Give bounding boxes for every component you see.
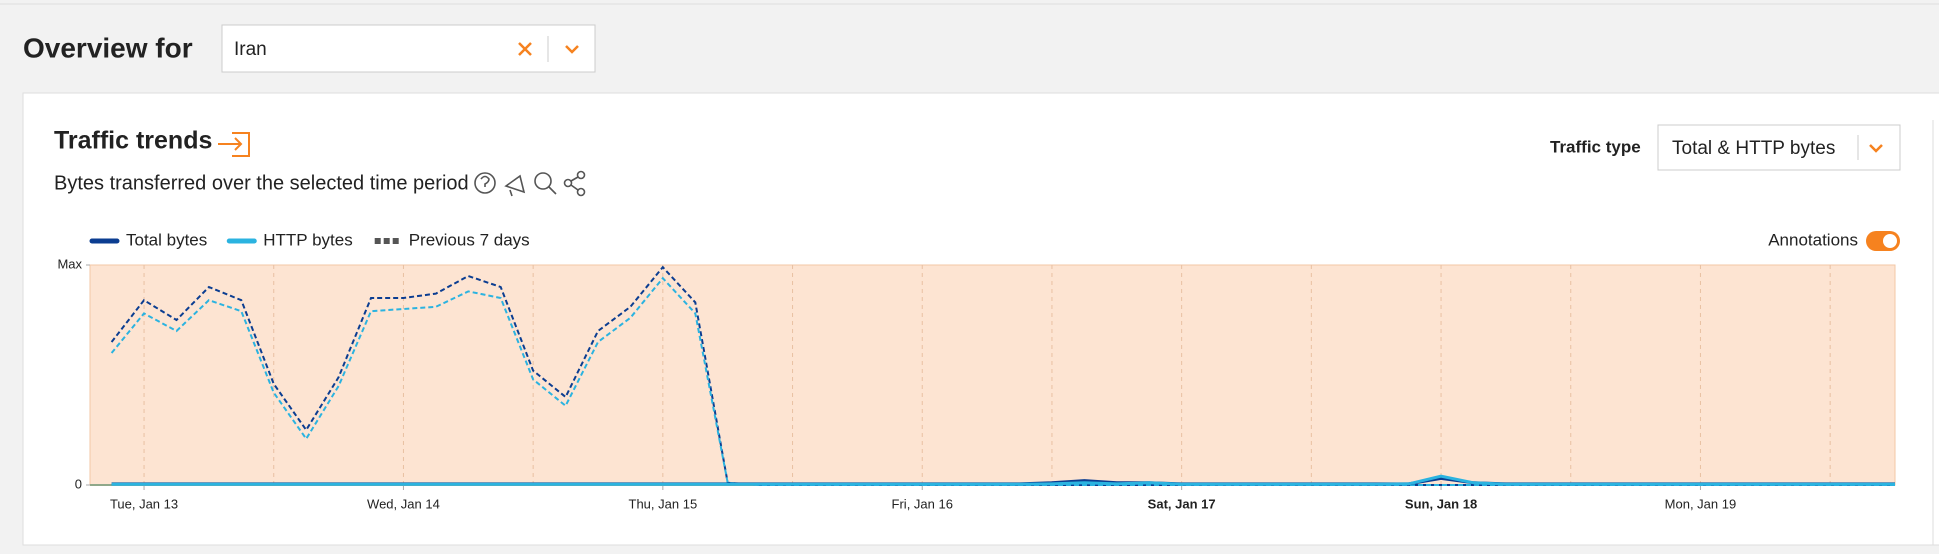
x-tick-label: Wed, Jan 14 <box>367 496 440 511</box>
y-tick-label: Max <box>57 256 82 271</box>
traffic-type-select[interactable]: Total & HTTP bytes <box>1657 124 1901 171</box>
zoom-icon[interactable] <box>534 172 552 190</box>
legend: Total bytes HTTP bytes Previous 7 days <box>89 230 530 249</box>
zoom-handle <box>548 186 557 195</box>
legend-swatch <box>392 238 399 244</box>
help-mark <box>480 175 490 187</box>
legend-label: Total bytes <box>126 230 207 249</box>
select-value: Iran <box>234 39 267 60</box>
card-subtitle: Bytes transferred over the selected time… <box>54 172 469 194</box>
legend-swatch <box>374 238 381 244</box>
x-tick-label: Tue, Jan 13 <box>110 496 178 511</box>
x-tick-label: Mon, Jan 19 <box>1665 496 1737 511</box>
card-title: Traffic trends <box>54 127 212 155</box>
legend-label: HTTP bytes <box>263 230 352 249</box>
legend-label: Previous 7 days <box>409 230 530 249</box>
y-tick-label: 0 <box>75 476 82 491</box>
select-box[interactable] <box>1657 124 1901 171</box>
location-select[interactable]: Iran <box>221 24 596 73</box>
share-icon[interactable] <box>563 178 573 188</box>
select-value: Total & HTTP bytes <box>1672 138 1835 159</box>
chevron[interactable] <box>1869 144 1883 153</box>
expand-arrow <box>218 137 243 151</box>
expand-frame <box>232 132 250 157</box>
announce-icon[interactable] <box>504 174 526 197</box>
traffic-type-label: Traffic type <box>1550 137 1641 156</box>
x-tick-label: Thu, Jan 15 <box>629 496 698 511</box>
annotation-band <box>89 264 1896 486</box>
share-node <box>576 170 586 180</box>
series-line <box>111 474 1895 486</box>
clear-icon[interactable] <box>518 42 532 56</box>
x-tick-label: Fri, Jan 16 <box>892 496 953 511</box>
share-node <box>576 187 586 197</box>
page-title: Overview for <box>23 32 193 63</box>
expand-icon[interactable] <box>218 132 250 157</box>
share-links <box>570 176 579 191</box>
annotations-label: Annotations <box>1768 230 1858 249</box>
plot: Tue, Jan 13 Wed, Jan 14 Thu, Jan 15 Fri, Ja… <box>57 256 1896 511</box>
x-tick-label: Sat, Jan 17 <box>1148 496 1216 511</box>
help-icon[interactable] <box>474 172 496 194</box>
x-tick-label: Sun, Jan 18 <box>1405 496 1477 511</box>
toggle-knob <box>1883 234 1897 248</box>
chevron[interactable] <box>565 45 579 54</box>
legend-swatch <box>383 238 390 244</box>
select-box[interactable] <box>221 24 596 73</box>
